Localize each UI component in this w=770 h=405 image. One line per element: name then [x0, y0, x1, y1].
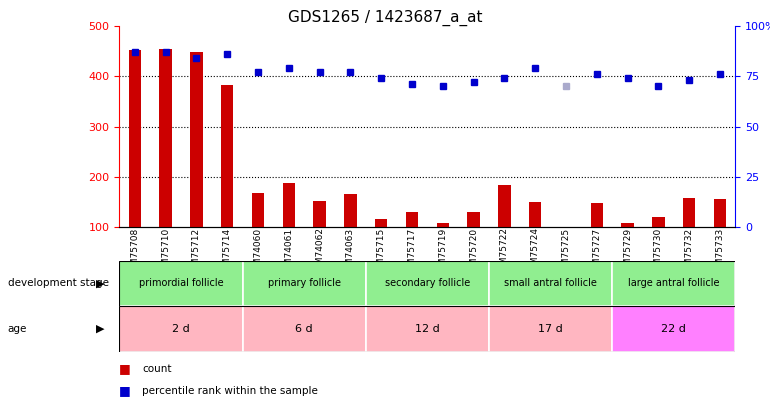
Text: 6 d: 6 d — [296, 324, 313, 334]
Text: large antral follicle: large antral follicle — [628, 279, 719, 288]
Bar — [437, 223, 449, 227]
Text: 22 d: 22 d — [661, 324, 686, 334]
Bar — [612, 261, 735, 306]
Bar — [683, 198, 695, 227]
Text: GSM75708: GSM75708 — [130, 228, 139, 277]
Text: GSM75719: GSM75719 — [438, 228, 447, 277]
Text: small antral follicle: small antral follicle — [504, 279, 597, 288]
Bar — [652, 217, 665, 227]
Bar — [612, 306, 735, 352]
Text: primary follicle: primary follicle — [268, 279, 340, 288]
Bar — [313, 201, 326, 227]
Bar — [283, 183, 295, 227]
Text: secondary follicle: secondary follicle — [385, 279, 470, 288]
Text: GSM75715: GSM75715 — [377, 228, 386, 277]
Bar — [159, 49, 172, 227]
Text: GSM75729: GSM75729 — [623, 228, 632, 277]
Text: age: age — [8, 324, 27, 334]
Text: GSM74061: GSM74061 — [284, 228, 293, 277]
Bar — [375, 219, 387, 227]
Text: ▶: ▶ — [95, 279, 105, 288]
Bar — [714, 199, 726, 227]
Bar — [129, 50, 141, 227]
Bar — [252, 193, 264, 227]
Bar — [366, 261, 489, 306]
Text: GSM75720: GSM75720 — [469, 228, 478, 277]
Bar — [467, 212, 480, 227]
Text: GSM75732: GSM75732 — [685, 228, 694, 277]
Text: GSM75717: GSM75717 — [407, 228, 417, 277]
Text: GSM75724: GSM75724 — [531, 228, 540, 277]
Text: GSM75727: GSM75727 — [592, 228, 601, 277]
Text: GSM74062: GSM74062 — [315, 228, 324, 277]
Text: 12 d: 12 d — [415, 324, 440, 334]
Bar — [344, 194, 357, 227]
Text: GSM75730: GSM75730 — [654, 228, 663, 277]
Bar — [406, 212, 418, 227]
Text: GSM75733: GSM75733 — [715, 228, 725, 277]
Text: GSM75722: GSM75722 — [500, 228, 509, 277]
Text: GSM74063: GSM74063 — [346, 228, 355, 277]
Text: development stage: development stage — [8, 279, 109, 288]
Bar — [591, 203, 603, 227]
Text: 2 d: 2 d — [172, 324, 190, 334]
Text: GDS1265 / 1423687_a_at: GDS1265 / 1423687_a_at — [288, 10, 482, 26]
Bar — [243, 261, 366, 306]
Text: GSM75712: GSM75712 — [192, 228, 201, 277]
Bar — [498, 185, 511, 227]
Text: 17 d: 17 d — [538, 324, 563, 334]
Bar — [243, 306, 366, 352]
Text: GSM75710: GSM75710 — [161, 228, 170, 277]
Text: GSM74060: GSM74060 — [253, 228, 263, 277]
Bar — [119, 261, 243, 306]
Text: ▶: ▶ — [95, 324, 105, 334]
Text: GSM75725: GSM75725 — [561, 228, 571, 277]
Bar — [190, 52, 203, 227]
Bar — [366, 306, 489, 352]
Text: GSM75714: GSM75714 — [223, 228, 232, 277]
Text: ■: ■ — [119, 384, 131, 397]
Bar — [489, 306, 612, 352]
Bar — [119, 306, 243, 352]
Bar — [221, 85, 233, 227]
Text: percentile rank within the sample: percentile rank within the sample — [142, 386, 318, 396]
Text: ■: ■ — [119, 362, 131, 375]
Text: primordial follicle: primordial follicle — [139, 279, 223, 288]
Text: count: count — [142, 364, 172, 373]
Bar — [621, 223, 634, 227]
Bar — [529, 202, 541, 227]
Bar — [489, 261, 612, 306]
